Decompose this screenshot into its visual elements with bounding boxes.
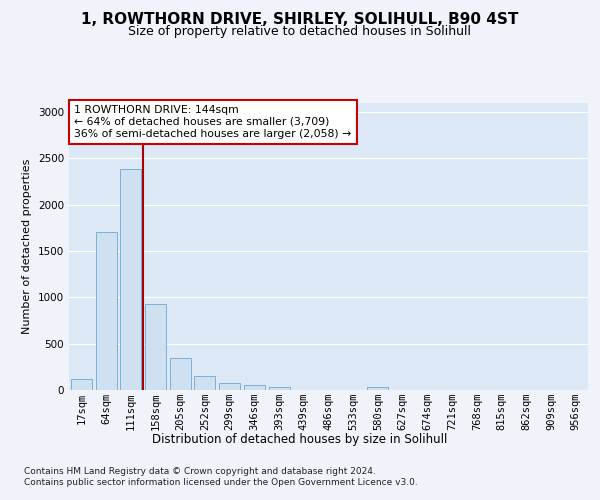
Text: Contains HM Land Registry data © Crown copyright and database right 2024.
Contai: Contains HM Land Registry data © Crown c… xyxy=(24,468,418,487)
Bar xyxy=(170,358,191,390)
Text: Size of property relative to detached houses in Solihull: Size of property relative to detached ho… xyxy=(128,25,472,38)
Bar xyxy=(71,379,92,390)
Y-axis label: Number of detached properties: Number of detached properties xyxy=(22,158,32,334)
Text: Distribution of detached houses by size in Solihull: Distribution of detached houses by size … xyxy=(152,432,448,446)
Bar xyxy=(194,376,215,390)
Bar xyxy=(95,232,116,390)
Bar xyxy=(219,383,240,390)
Bar xyxy=(244,386,265,390)
Bar xyxy=(269,387,290,390)
Text: 1, ROWTHORN DRIVE, SHIRLEY, SOLIHULL, B90 4ST: 1, ROWTHORN DRIVE, SHIRLEY, SOLIHULL, B9… xyxy=(82,12,518,28)
Bar xyxy=(145,304,166,390)
Bar xyxy=(120,170,141,390)
Bar xyxy=(367,387,388,390)
Text: 1 ROWTHORN DRIVE: 144sqm
← 64% of detached houses are smaller (3,709)
36% of sem: 1 ROWTHORN DRIVE: 144sqm ← 64% of detach… xyxy=(74,106,352,138)
